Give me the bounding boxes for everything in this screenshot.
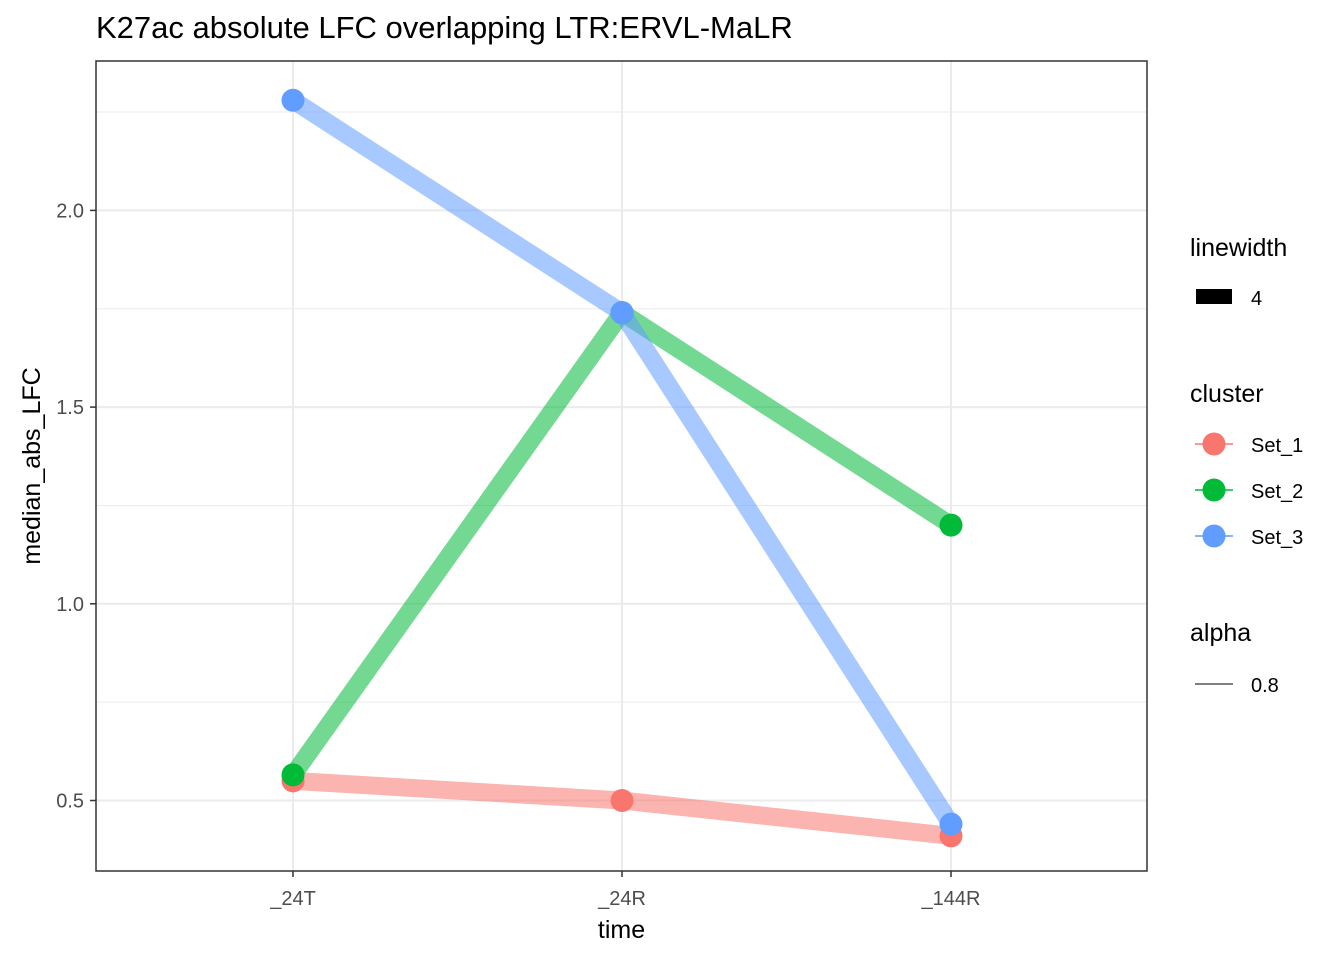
legend-label-linewidth: 4 bbox=[1251, 288, 1262, 310]
data-point bbox=[281, 763, 305, 787]
grid bbox=[96, 61, 1147, 871]
x-tick-label: _24T bbox=[269, 888, 316, 910]
legend-label-alpha: 0.8 bbox=[1251, 675, 1279, 697]
legend-label-cluster: Set_3 bbox=[1251, 527, 1303, 549]
axes: 0.5 1.0 1.5 2.0 _24T _24R _144R bbox=[56, 200, 980, 910]
data-points bbox=[281, 88, 963, 848]
legend-key-point bbox=[1202, 524, 1226, 548]
data-point bbox=[610, 789, 634, 812]
y-tick-label: 2.0 bbox=[56, 200, 84, 222]
y-axis-title: median_abs_LFC bbox=[18, 367, 46, 564]
x-tick-label: _24R bbox=[597, 888, 646, 910]
x-axis-title: time bbox=[598, 916, 645, 944]
legend-title-linewidth: linewidth bbox=[1190, 234, 1287, 262]
legend-title-alpha: alpha bbox=[1190, 619, 1251, 647]
legend-title-cluster: cluster bbox=[1190, 380, 1264, 408]
x-tick-label: _144R bbox=[921, 888, 981, 910]
legend-key-point bbox=[1202, 432, 1226, 456]
y-tick-label: 1.0 bbox=[56, 594, 84, 616]
chart-title: K27ac absolute LFC overlapping LTR:ERVL-… bbox=[96, 10, 793, 45]
legend-key-point bbox=[1202, 478, 1226, 502]
legend-label-cluster: Set_2 bbox=[1251, 481, 1303, 503]
data-point bbox=[281, 88, 305, 112]
y-tick-label: 0.5 bbox=[56, 791, 84, 813]
y-tick-label: 1.5 bbox=[56, 397, 84, 419]
data-point bbox=[610, 301, 634, 325]
data-point bbox=[939, 513, 963, 537]
legend-key-linewidth bbox=[1196, 289, 1232, 304]
data-point bbox=[939, 812, 963, 836]
legend-label-cluster: Set_1 bbox=[1251, 435, 1303, 457]
